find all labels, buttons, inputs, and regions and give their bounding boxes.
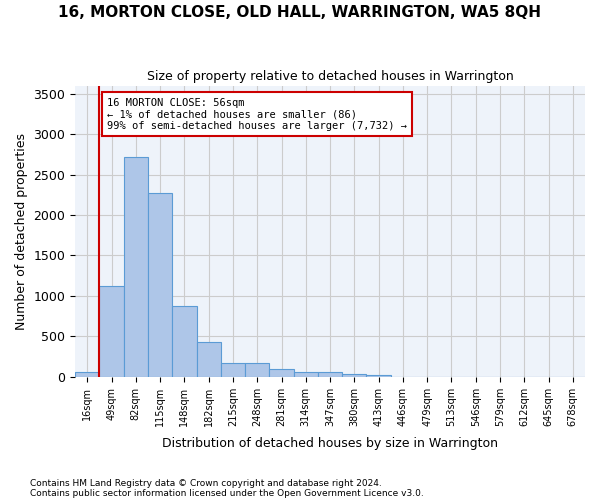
Bar <box>221 363 245 377</box>
Text: 16, MORTON CLOSE, OLD HALL, WARRINGTON, WA5 8QH: 16, MORTON CLOSE, OLD HALL, WARRINGTON, … <box>59 5 542 20</box>
Bar <box>245 364 269 377</box>
Text: Contains HM Land Registry data © Crown copyright and database right 2024.: Contains HM Land Registry data © Crown c… <box>30 478 382 488</box>
Text: 16 MORTON CLOSE: 56sqm
← 1% of detached houses are smaller (86)
99% of semi-deta: 16 MORTON CLOSE: 56sqm ← 1% of detached … <box>107 98 407 131</box>
Bar <box>172 306 197 377</box>
Bar <box>100 286 124 377</box>
Bar <box>269 369 293 377</box>
Bar <box>75 372 100 377</box>
Title: Size of property relative to detached houses in Warrington: Size of property relative to detached ho… <box>147 70 514 83</box>
Bar <box>124 156 148 377</box>
Bar <box>293 372 318 377</box>
Text: Contains public sector information licensed under the Open Government Licence v3: Contains public sector information licen… <box>30 488 424 498</box>
Bar <box>342 374 367 377</box>
Bar <box>197 342 221 377</box>
Bar <box>367 375 391 377</box>
Bar <box>318 372 342 377</box>
Bar <box>148 193 172 377</box>
Y-axis label: Number of detached properties: Number of detached properties <box>15 132 28 330</box>
X-axis label: Distribution of detached houses by size in Warrington: Distribution of detached houses by size … <box>162 437 498 450</box>
